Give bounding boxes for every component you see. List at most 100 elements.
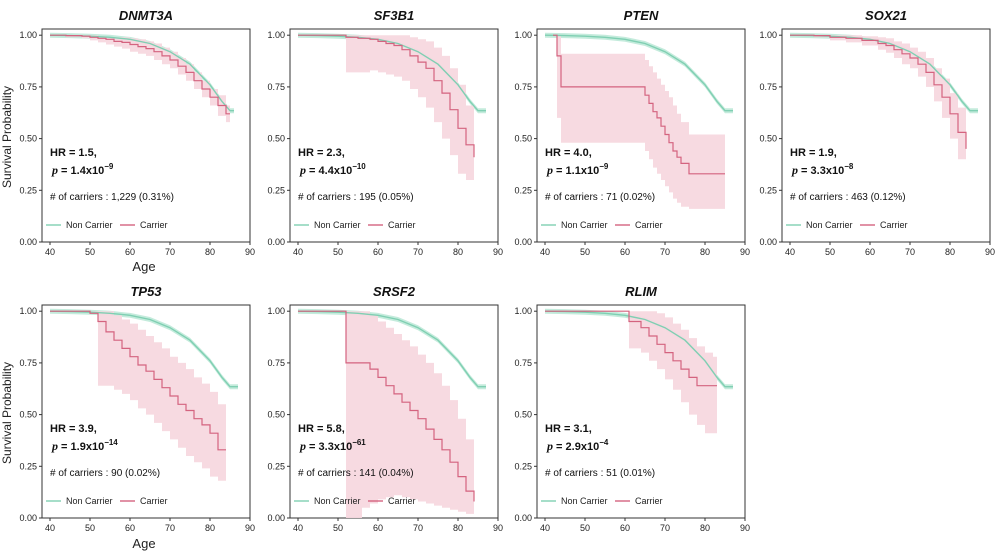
p-value-exponent: −14 <box>104 438 118 447</box>
carrier-ci-band <box>298 311 474 518</box>
x-tick-label: 50 <box>580 523 590 533</box>
carrier-curve <box>298 34 475 158</box>
p-value-base: = 3.3x10 <box>798 165 844 177</box>
x-tick-label: 70 <box>165 523 175 533</box>
noncarrier-curve <box>297 34 486 112</box>
x-tick-label: 40 <box>293 247 303 257</box>
x-tick-label: 50 <box>85 523 95 533</box>
plot-frame <box>781 28 991 243</box>
p-symbol: p <box>791 163 798 177</box>
p-value-exponent: −10 <box>352 162 366 171</box>
x-tick-label: 90 <box>245 247 255 257</box>
x-tick-label: 60 <box>125 523 135 533</box>
p-value-exponent: −4 <box>599 438 609 447</box>
y-tick-label: 1.00 <box>267 306 285 316</box>
y-tick-label: 0.25 <box>267 185 285 195</box>
y-tick-label: 0.75 <box>267 358 285 368</box>
p-value-base: = 1.1x10 <box>553 165 599 177</box>
hazard-ratio: HR = 4.0, <box>545 147 592 159</box>
x-tick-label: 40 <box>45 247 55 257</box>
x-tick-label: 60 <box>865 247 875 257</box>
p-value: p = 1.4x10−9 <box>51 162 114 177</box>
legend-carrier-label: Carrier <box>880 220 908 230</box>
legend-noncarrier-label: Non Carrier <box>66 496 113 506</box>
x-tick-label: 70 <box>660 247 670 257</box>
x-tick-label: 60 <box>620 523 630 533</box>
carrier-curve <box>50 310 226 451</box>
x-tick-label: 40 <box>540 247 550 257</box>
y-tick-label: 0.25 <box>19 461 37 471</box>
x-tick-label: 80 <box>945 247 955 257</box>
noncarrier-curve <box>297 310 486 388</box>
x-tick-label: 40 <box>45 523 55 533</box>
p-value: p = 3.3x10−61 <box>299 438 366 453</box>
panel-title: SF3B1 <box>374 8 414 23</box>
panel-title: TP53 <box>130 284 162 299</box>
panel-pten: PTEN 0.00 0.25 0.50 0.75 1.00 40 50 60 70 80 90 HR =… <box>514 8 750 257</box>
y-tick-label: 0.50 <box>19 134 37 144</box>
panel-title: RLIM <box>625 284 658 299</box>
hazard-ratio: HR = 1.5, <box>50 147 97 159</box>
x-tick-label: 80 <box>700 523 710 533</box>
x-tick-label: 90 <box>740 523 750 533</box>
x-tick-label: 60 <box>373 247 383 257</box>
y-tick-label: 0.00 <box>759 237 777 247</box>
y-tick-label: 0.75 <box>267 82 285 92</box>
p-value: p = 1.1x10−9 <box>546 162 609 177</box>
p-value-base: = 2.9x10 <box>553 441 599 453</box>
legend-carrier-label: Carrier <box>388 220 416 230</box>
legend-carrier-label: Carrier <box>140 220 168 230</box>
p-symbol: p <box>51 163 58 177</box>
panel-title: SOX21 <box>865 8 907 23</box>
p-value: p = 2.9x10−4 <box>546 438 609 453</box>
x-tick-label: 60 <box>373 523 383 533</box>
carrier-curve <box>50 34 230 115</box>
x-tick-label: 90 <box>493 523 503 533</box>
panel-title: DNMT3A <box>119 8 173 23</box>
carrier-count: # of carriers : 195 (0.05%) <box>298 192 414 203</box>
p-value-exponent: −9 <box>599 162 609 171</box>
legend-noncarrier-label: Non Carrier <box>314 496 361 506</box>
legend-carrier-label: Carrier <box>388 496 416 506</box>
p-value: p = 3.3x10−8 <box>791 162 854 177</box>
y-tick-label: 0.75 <box>759 82 777 92</box>
p-value: p = 4.4x10−10 <box>299 162 366 177</box>
y-axis-label-top: Survival Probability <box>0 86 14 188</box>
y-tick-label: 0.00 <box>267 237 285 247</box>
y-tick-label: 1.00 <box>19 306 37 316</box>
x-tick-label: 90 <box>493 247 503 257</box>
legend-carrier-label: Carrier <box>140 496 168 506</box>
noncarrier-ci-band <box>50 308 238 390</box>
carrier-ci-band <box>298 35 474 185</box>
y-tick-label: 0.50 <box>514 134 532 144</box>
x-tick-label: 90 <box>985 247 995 257</box>
panel-dnmt3a: DNMT3A 0.00 0.25 0.50 0.75 1.00 40 50 60 70 80 90 HR… <box>19 8 255 257</box>
panel-srsf2: SRSF2 0.00 0.25 0.50 0.75 1.00 40 50 60 70 80 90 HR … <box>267 284 503 533</box>
hazard-ratio: HR = 3.1, <box>545 423 592 435</box>
carrier-curve <box>790 34 967 149</box>
x-tick-label: 40 <box>293 523 303 533</box>
x-tick-label: 80 <box>205 523 215 533</box>
carrier-curve <box>553 34 725 175</box>
p-symbol: p <box>546 439 553 453</box>
x-tick-label: 80 <box>205 247 215 257</box>
y-tick-label: 1.00 <box>19 30 37 40</box>
noncarrier-curve <box>544 34 733 112</box>
x-tick-label: 70 <box>413 247 423 257</box>
y-tick-label: 1.00 <box>514 306 532 316</box>
x-tick-label: 50 <box>825 247 835 257</box>
panel-sf3b1: SF3B1 0.00 0.25 0.50 0.75 1.00 40 50 60 70 80 90 HR … <box>267 8 503 257</box>
hazard-ratio: HR = 3.9, <box>50 423 97 435</box>
x-axis-label-bottom: Age <box>132 536 155 551</box>
panel-rlim: RLIM 0.00 0.25 0.50 0.75 1.00 40 50 60 70 80 90 HR =… <box>514 284 750 533</box>
x-tick-label: 80 <box>453 247 463 257</box>
p-value-exponent: −9 <box>104 162 114 171</box>
carrier-curve <box>545 310 717 387</box>
p-symbol: p <box>299 439 306 453</box>
y-tick-label: 1.00 <box>267 30 285 40</box>
legend-noncarrier-label: Non Carrier <box>806 220 853 230</box>
y-tick-label: 0.50 <box>19 410 37 420</box>
x-tick-label: 90 <box>245 523 255 533</box>
panel-tp53: TP53 0.00 0.25 0.50 0.75 1.00 40 50 60 70 80 90 HR =… <box>19 284 255 533</box>
